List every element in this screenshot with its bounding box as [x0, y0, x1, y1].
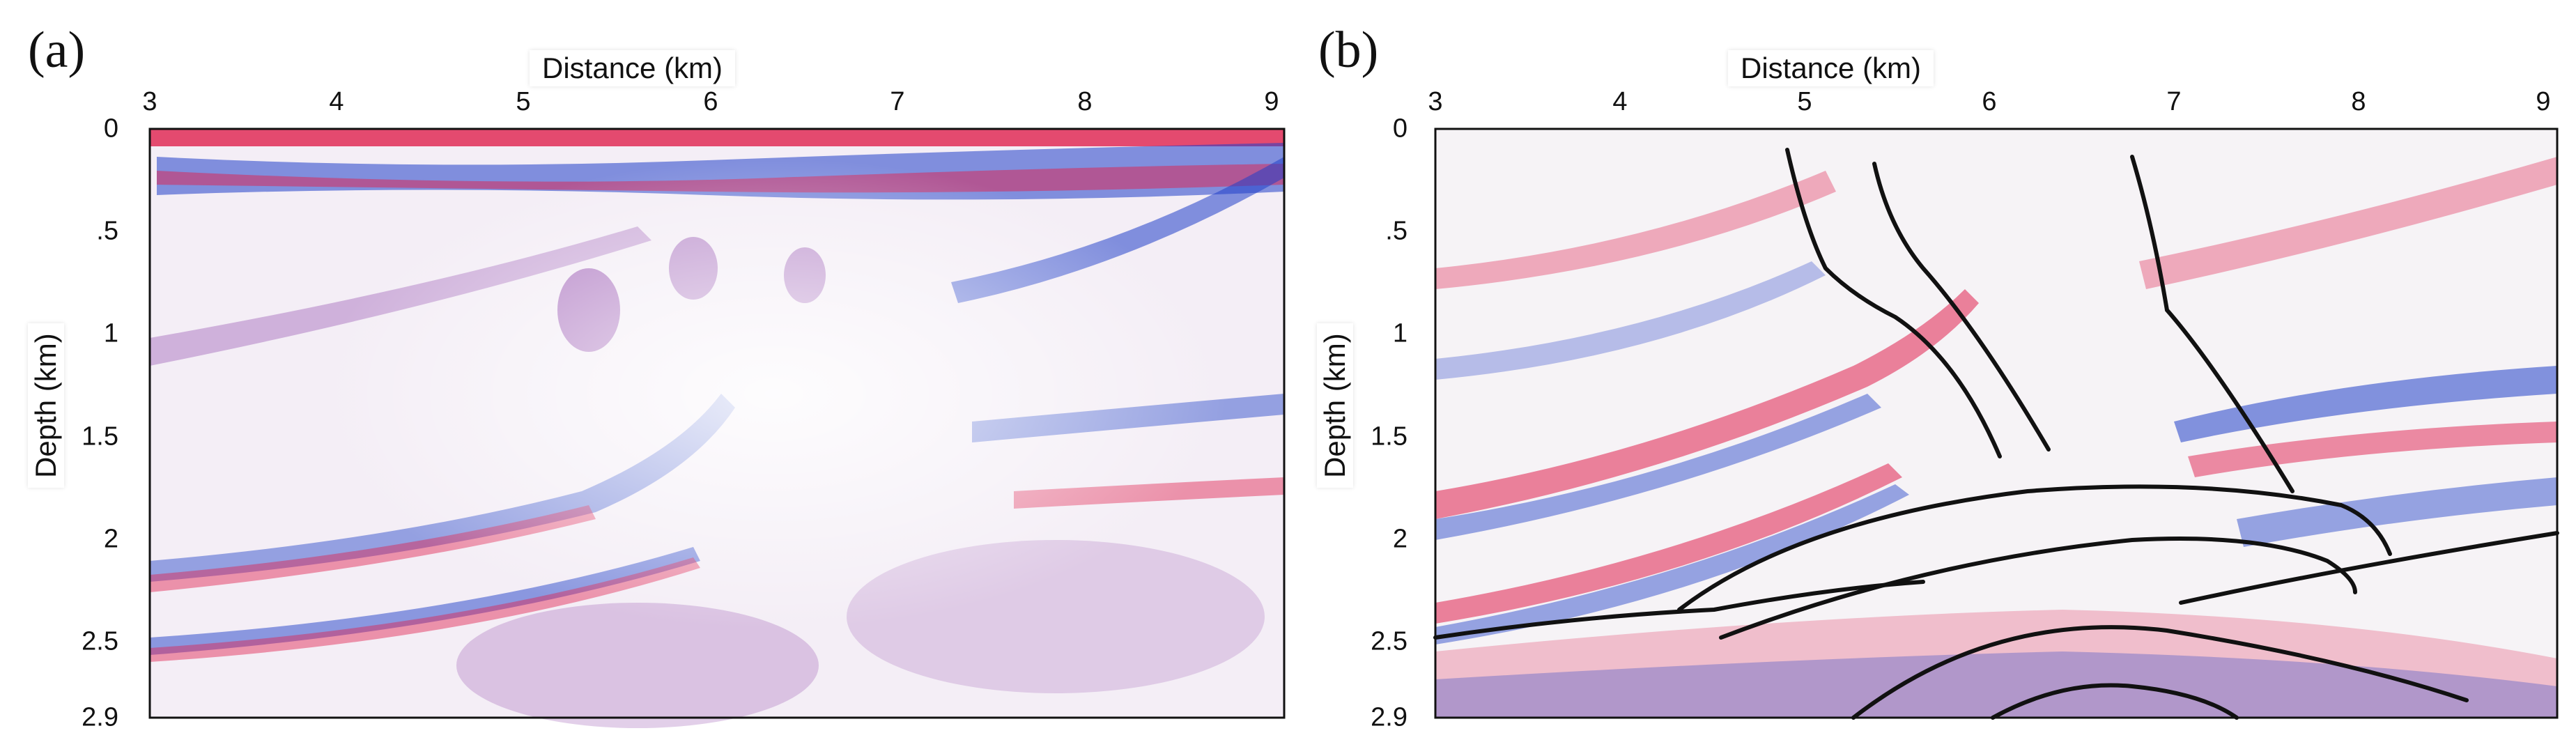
x-tick-label: 7 — [890, 87, 905, 116]
x-axis-title: Distance (km) — [1728, 50, 1934, 86]
panel-letter: (b) — [1318, 22, 1379, 79]
seismic-image-b — [1433, 128, 2559, 720]
y-tick-label: 2.9 — [1371, 702, 1407, 732]
x-tick-label: 8 — [1077, 87, 1093, 116]
x-tick-label: 5 — [516, 87, 531, 116]
y-tick-label: 2.5 — [1371, 626, 1407, 656]
x-tick-label: 3 — [142, 87, 157, 116]
x-tick-label: 7 — [2166, 87, 2182, 116]
fault-lines — [1433, 148, 2559, 720]
fault-line — [1785, 148, 2002, 458]
x-axis-title: Distance (km) — [530, 50, 736, 86]
horizon-line — [1851, 625, 2469, 720]
fault-line — [1872, 162, 2051, 452]
y-tick-label: .5 — [1385, 216, 1407, 246]
y-tick-label: 2.9 — [82, 702, 118, 732]
panel-a: (a) Distance (km) Depth (km) 3 4 5 6 7 8… — [28, 22, 1286, 732]
panel-letter: (a) — [28, 22, 86, 79]
x-tick-label: 3 — [1428, 87, 1443, 116]
seismic-image-a — [148, 128, 1286, 728]
x-tick-label: 9 — [1264, 87, 1279, 116]
horizon-line — [1677, 484, 2392, 612]
y-tick-label: 2 — [103, 524, 118, 554]
y-tick-label: 1 — [103, 318, 118, 348]
y-tick-label: 2 — [1392, 524, 1407, 554]
y-tick-label: .5 — [96, 216, 118, 246]
x-tick-label: 6 — [1982, 87, 1997, 116]
x-tick-label: 4 — [329, 87, 344, 116]
fault-line — [2130, 155, 2295, 493]
x-tick-label: 5 — [1797, 87, 1812, 116]
horizon-line — [1719, 537, 2357, 640]
x-tick-label: 4 — [1612, 87, 1628, 116]
panel-b: (b) Distance (km) Depth (km) 3 4 5 6 7 8… — [1310, 0, 2576, 733]
y-tick-label: 0 — [103, 114, 118, 144]
y-tick-label: 1 — [1392, 318, 1407, 348]
y-tick-label: 1.5 — [1371, 422, 1407, 452]
horizon-line — [1433, 580, 1925, 640]
y-tick-label: 2.5 — [82, 626, 118, 656]
x-tick-label: 6 — [703, 87, 718, 116]
horizon-line — [2179, 531, 2559, 605]
y-tick-label: 1.5 — [82, 422, 118, 452]
x-tick-label: 8 — [2351, 87, 2366, 116]
y-tick-label: 0 — [1392, 114, 1407, 144]
horizon-line — [1991, 683, 2239, 720]
x-tick-label: 9 — [2536, 87, 2551, 116]
